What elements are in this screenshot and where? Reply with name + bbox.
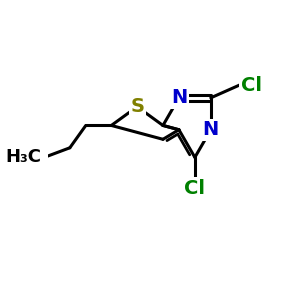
Text: H₃C: H₃C: [6, 148, 42, 166]
Text: N: N: [203, 120, 219, 139]
Text: Cl: Cl: [184, 179, 206, 198]
Text: Cl: Cl: [241, 76, 262, 94]
Text: S: S: [130, 97, 144, 116]
Text: N: N: [171, 88, 187, 107]
